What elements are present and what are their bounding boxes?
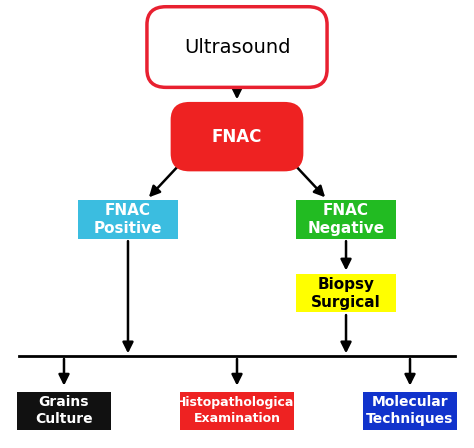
FancyBboxPatch shape — [180, 392, 294, 430]
FancyBboxPatch shape — [171, 102, 303, 172]
FancyBboxPatch shape — [147, 7, 327, 87]
Text: Ultrasound: Ultrasound — [184, 38, 290, 56]
Text: FNAC
Negative: FNAC Negative — [308, 202, 384, 237]
FancyBboxPatch shape — [296, 200, 396, 238]
Text: FNAC
Positive: FNAC Positive — [94, 202, 162, 237]
Text: Biopsy
Surgical: Biopsy Surgical — [311, 276, 381, 310]
Text: Grains
Culture: Grains Culture — [35, 395, 93, 426]
Text: FNAC: FNAC — [212, 128, 262, 146]
Text: Histopathological
Examination: Histopathological Examination — [176, 396, 298, 425]
Text: Molecular
Techniques: Molecular Techniques — [366, 395, 454, 426]
FancyBboxPatch shape — [78, 200, 178, 238]
FancyBboxPatch shape — [296, 274, 396, 313]
FancyBboxPatch shape — [17, 392, 111, 430]
FancyBboxPatch shape — [363, 392, 457, 430]
